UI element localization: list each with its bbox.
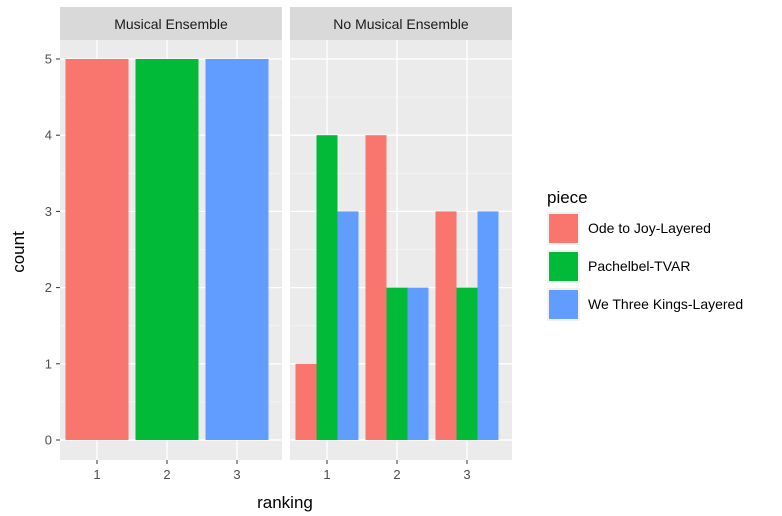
x-tick-label: 2 [163,467,170,482]
bar [477,211,499,440]
x-tick-label: 3 [233,467,240,482]
bar [337,211,359,440]
x-axis-title: ranking [257,493,313,512]
bar [316,135,338,440]
bar [295,363,317,440]
x-tick-label: 3 [463,467,470,482]
legend-label: We Three Kings-Layered [588,296,743,312]
legend-swatch [549,252,578,281]
bar [407,287,429,440]
y-axis: 0 1 2 3 4 5 [45,52,60,448]
y-tick-label: 0 [45,433,52,448]
legend-item: Pachelbel-TVAR [547,250,690,283]
legend-label: Pachelbel-TVAR [588,258,690,274]
legend-title: piece [547,188,588,207]
legend-label: Ode to Joy-Layered [588,220,711,236]
x-tick-label: 1 [323,467,330,482]
y-tick-label: 2 [45,280,52,295]
facet-strip [290,7,512,40]
bar [135,59,199,440]
legend-swatch [549,214,578,243]
y-tick-label: 1 [45,356,52,371]
facet-strip-label: Musical Ensemble [114,16,228,32]
y-tick-label: 5 [45,52,52,67]
x-tick-label: 1 [93,467,100,482]
bar [205,59,269,440]
y-axis-title: count [9,231,28,273]
bar [386,287,408,440]
bar [65,59,129,440]
bar [365,135,387,440]
y-tick-label: 3 [45,204,52,219]
legend-item: We Three Kings-Layered [547,288,743,321]
bar [456,287,478,440]
x-tick-label: 2 [393,467,400,482]
y-tick-label: 4 [45,128,52,143]
facet-strip-label: No Musical Ensemble [333,16,469,32]
legend-item: Ode to Joy-Layered [547,212,711,245]
facet-panel: Musical Ensemble [60,7,282,460]
panels: Musical Ensemble No Musical Ensemble [60,7,512,460]
legend: piece Ode to Joy-Layered Pachelbel-TVAR We… [547,188,743,321]
bar [435,211,457,440]
facet-strip [60,7,282,40]
legend-swatch [549,290,578,319]
facet-panel: No Musical Ensemble [290,7,512,460]
x-axes: 1 2 3 1 2 3 [93,460,471,482]
